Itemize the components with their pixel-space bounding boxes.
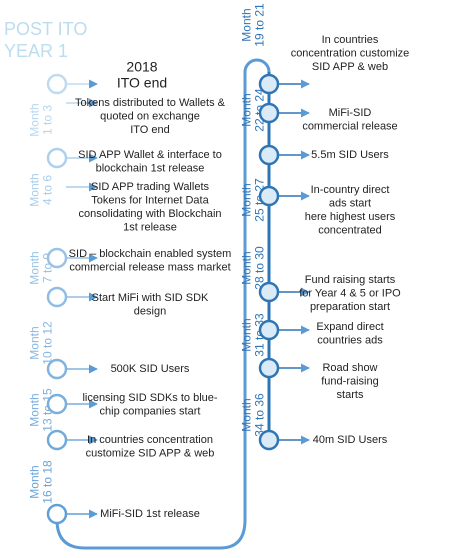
milestone xyxy=(46,393,68,415)
event-text: concentration customize xyxy=(291,47,410,59)
event-text: 40m SID Users xyxy=(313,434,388,446)
milestone xyxy=(258,144,280,166)
event-text: SID APP & web xyxy=(312,61,388,73)
event-text: for Year 4 & 5 or IPO xyxy=(299,287,401,299)
event-text: MiFi-SID 1st release xyxy=(100,508,200,520)
event-text: 500K SID Users xyxy=(111,363,190,375)
event-text: customize SID APP & web xyxy=(86,447,215,459)
event-text: chip companies start xyxy=(100,405,201,417)
event-text: consolidating with Blockchain xyxy=(78,208,221,220)
milestone xyxy=(46,247,68,269)
milestone xyxy=(258,281,280,303)
event-text: In countries xyxy=(322,34,379,46)
milestone xyxy=(258,102,280,124)
period-label: Month xyxy=(240,183,254,216)
milestone xyxy=(258,185,280,207)
milestone xyxy=(258,73,280,95)
event-text: quoted on exchange xyxy=(100,110,200,122)
event-text: design xyxy=(134,305,166,317)
milestone xyxy=(46,429,68,451)
milestone xyxy=(46,73,68,95)
period-label: Month xyxy=(240,251,254,284)
event-text: blockchain 1st release xyxy=(96,162,205,174)
event-text: Tokens for Internet Data xyxy=(91,194,209,206)
event-text: ads start xyxy=(329,197,371,209)
period-label: 1 to 3 xyxy=(41,105,55,135)
event-text: Road show xyxy=(322,362,377,374)
event-text: SID APP trading Wallets xyxy=(91,181,209,193)
period-label: Month xyxy=(240,8,254,41)
period-label: 4 to 6 xyxy=(41,175,55,205)
title: POST ITO xyxy=(4,19,87,39)
milestone xyxy=(258,429,280,451)
event-text: commercial release mass market xyxy=(69,261,230,273)
period-label: 16 to 18 xyxy=(41,460,55,504)
period-label: 28 to 30 xyxy=(253,246,267,290)
period-label: 34 to 36 xyxy=(253,393,267,437)
period-label: Month xyxy=(28,393,42,426)
timeline-loop xyxy=(55,58,271,550)
event-text: SID – blockchain enabled system xyxy=(69,248,232,260)
event-text: MiFi-SID xyxy=(329,107,372,119)
event-text: Start MiFi with SID SDK xyxy=(92,292,209,304)
event-text: countries ads xyxy=(317,334,383,346)
period-label: Month xyxy=(28,173,42,206)
period-label: 19 to 21 xyxy=(253,3,267,47)
event-text: Tokens distributed to Wallets & xyxy=(75,97,226,109)
event-text: In countries concentration xyxy=(87,434,213,446)
period-label: Month xyxy=(240,318,254,351)
period-label: Month xyxy=(28,251,42,284)
event-text: starts xyxy=(337,389,364,401)
event-text: ITO end xyxy=(130,124,170,136)
event-text: 1st release xyxy=(123,221,177,233)
milestone xyxy=(46,147,68,169)
event-text: concentrated xyxy=(318,224,382,236)
event-text: preparation start xyxy=(310,301,390,313)
event-text: here highest users xyxy=(305,211,396,223)
event-text: commercial release xyxy=(302,120,397,132)
period-label: Month xyxy=(28,103,42,136)
milestone xyxy=(46,286,68,308)
event-text: 2018 xyxy=(126,59,157,75)
event-text: In-country direct xyxy=(311,184,390,196)
event-text: SID APP Wallet & interface to xyxy=(78,149,222,161)
period-label: Month xyxy=(28,465,42,498)
event-text: licensing SID SDKs to blue- xyxy=(82,392,217,404)
milestone xyxy=(46,503,68,525)
title: YEAR 1 xyxy=(4,41,68,61)
event-text: 5.5m SID Users xyxy=(311,149,389,161)
event-text: fund-raising xyxy=(321,375,378,387)
period-label: Month xyxy=(240,93,254,126)
period-label: 10 to 12 xyxy=(41,321,55,365)
milestone xyxy=(258,319,280,341)
event-text: Fund raising starts xyxy=(305,274,396,286)
event-text: ITO end xyxy=(117,75,167,91)
period-label: Month xyxy=(240,398,254,431)
milestone xyxy=(258,357,280,379)
milestone xyxy=(46,358,68,380)
period-label: Month xyxy=(28,326,42,359)
event-text: Expand direct xyxy=(316,321,383,333)
